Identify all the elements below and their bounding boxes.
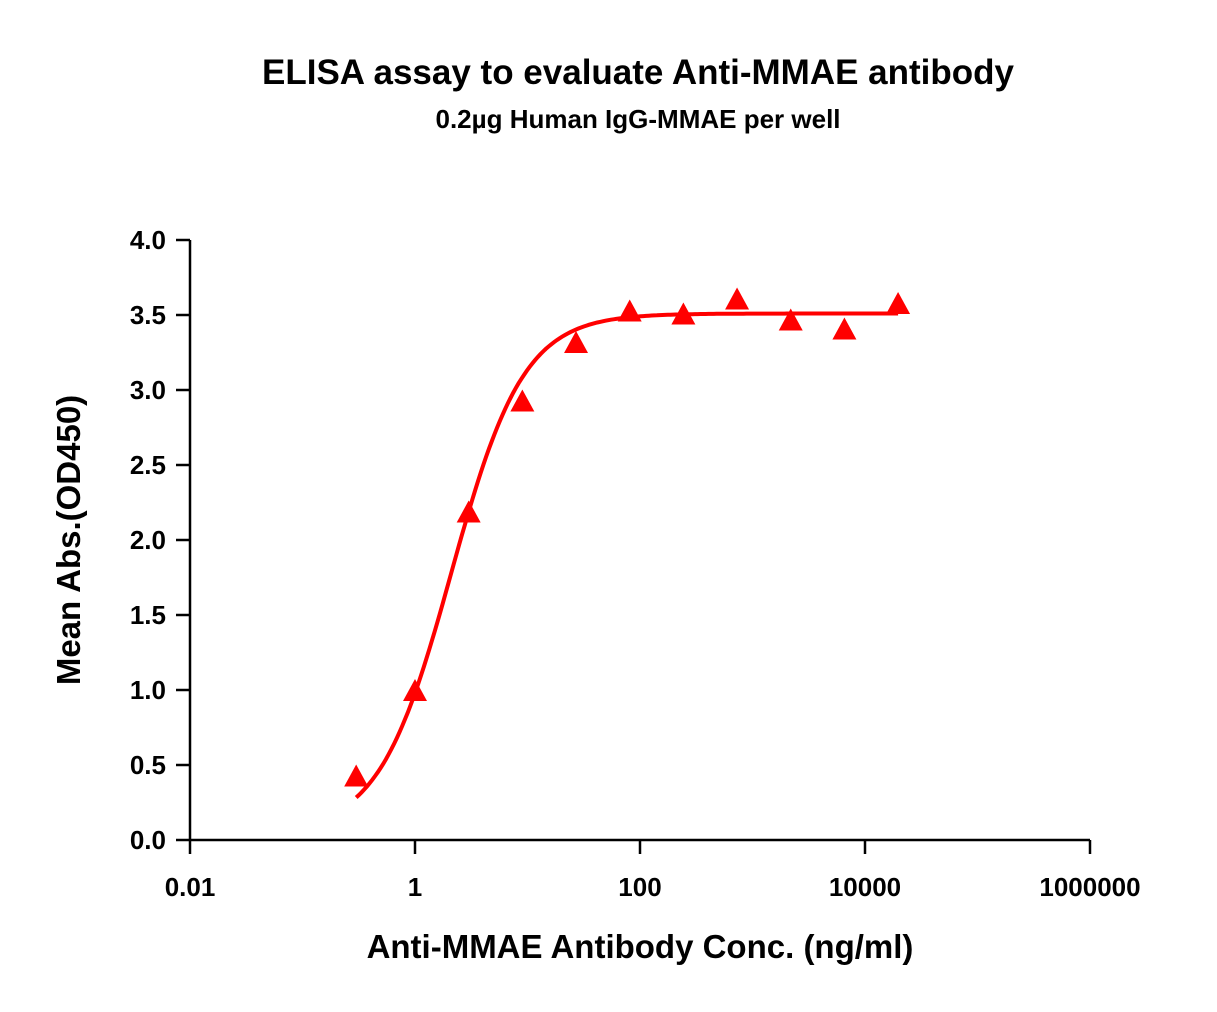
y-tick-label: 0.5 [130,750,166,780]
fit-curve [354,311,899,799]
data-point [344,764,369,787]
data-point [564,331,589,353]
x-tick-label: 0.01 [165,872,216,902]
y-tick-label: 4.0 [130,225,166,255]
y-tick-label: 2.0 [130,525,166,555]
x-tick-label: 1 [408,872,422,902]
y-axis-label: Mean Abs.(OD450) [50,395,87,685]
data-point [403,679,427,701]
chart-subtitle: 0.2µg Human IgG-MMAE per well [435,104,840,134]
x-axis-label: Anti-MMAE Antibody Conc. (ng/ml) [367,928,914,965]
y-tick-label: 1.5 [130,600,166,630]
y-tick-label: 3.0 [130,375,166,405]
fit-curve-layer [354,311,899,799]
x-tick-label: 1000000 [1039,872,1140,902]
data-point [510,389,535,412]
data-point [671,302,696,325]
x-tick-label: 10000 [829,872,901,902]
y-tick-label: 0.0 [130,825,166,855]
data-point [617,299,642,322]
data-point [778,308,803,331]
x-tick-label: 100 [618,872,661,902]
data-point [456,500,481,523]
data-point [832,317,857,340]
data-point [725,287,750,310]
data-point [886,292,911,314]
chart-title: ELISA assay to evaluate Anti-MMAE antibo… [262,53,1015,92]
axes: 0.0 0.5 1.0 1.5 2.0 2.5 3.0 3.5 4.0 0.01 1 100 10000… [130,225,1141,902]
y-tick-label: 3.5 [130,300,166,330]
y-tick-label: 2.5 [130,450,166,480]
points-layer [344,287,911,787]
y-tick-label: 1.0 [130,675,166,705]
